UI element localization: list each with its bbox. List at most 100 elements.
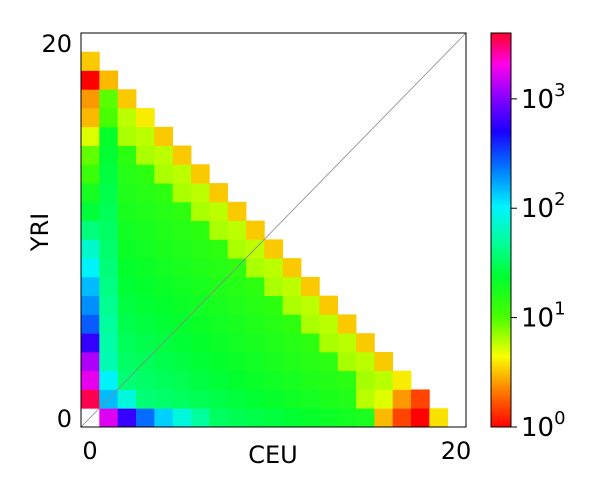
heatmap-cell-x7-y12 [209,183,229,203]
heatmap-cell-x0-y11 [81,201,100,222]
heatmap-cell-x18-y1 [411,389,430,409]
heatmap-cell-x6-y5 [191,314,210,334]
heatmap-cell-x3-y9 [136,239,155,259]
heatmap-cell-x1-y18 [99,70,119,90]
heatmap-cell-x12-y6 [301,295,320,315]
heatmap-cell-x0-y15 [81,126,100,146]
heatmap-cell-x14-y1 [337,389,357,409]
heatmap-cell-x3-y12 [136,183,155,203]
heatmap-cell-x2-y15 [117,126,137,146]
y-axis-label: YRI [26,213,54,252]
heatmap-cell-x3-y16 [136,108,155,128]
heatmap-cell-x16-y2 [374,370,394,390]
heatmap-cell-x12-y5 [301,314,320,334]
heatmap-cell-x8-y3 [227,351,247,372]
heatmap-cell-x10-y4 [264,333,284,353]
heatmap-cell-x8-y9 [227,239,247,259]
heatmap-cell-x0-y14 [81,145,100,165]
heatmap-cell-x7-y4 [209,333,229,353]
heatmap-cell-x5-y11 [172,201,192,222]
heatmap-cell-x6-y12 [191,183,210,203]
heatmap-cell-x8-y6 [227,295,247,315]
heatmap-cell-x6-y11 [191,201,210,222]
heatmap-cell-x5-y2 [172,370,192,390]
heatmap-cell-x5-y13 [172,164,192,184]
heatmap-cell-x7-y9 [209,239,229,259]
heatmap-cell-x3-y14 [136,145,155,165]
heatmap-cell-x2-y8 [117,258,137,278]
heatmap-cell-x3-y6 [136,295,155,315]
heatmap-cell-x4-y0 [154,408,174,428]
heatmap-cell-x0-y2 [81,370,100,390]
heatmap-cell-x6-y4 [191,333,210,353]
colorbar-tick-label-2: 102 [521,189,566,224]
heatmap-cell-x4-y6 [154,295,174,315]
heatmap-cell-x0-y7 [81,276,100,297]
heatmap-cell-x4-y8 [154,258,174,278]
heatmap-cell-x11-y8 [282,258,302,278]
heatmap-cell-x2-y0 [117,408,137,428]
heatmap-cell-x8-y4 [227,333,247,353]
heatmap-cell-x2-y9 [117,239,137,259]
heatmap-cell-x5-y1 [172,389,192,409]
heatmap-cell-x2-y4 [117,333,137,353]
heatmap-cell-x6-y10 [191,220,210,240]
heatmap-cell-x2-y11 [117,201,137,222]
heatmap-cell-x5-y14 [172,145,192,165]
heatmap-cell-x4-y1 [154,389,174,409]
heatmap-cell-x4-y11 [154,201,174,222]
heatmap-cell-x9-y2 [246,370,265,390]
heatmap-cell-x5-y6 [172,295,192,315]
heatmap-cell-x1-y17 [99,89,119,109]
heatmap-cell-x6-y3 [191,351,210,372]
heatmap-cell-x0-y16 [81,108,100,128]
heatmap-cell-x4-y5 [154,314,174,334]
heatmap-cell-x2-y17 [117,89,137,109]
heatmap-cell-x10-y5 [264,314,284,334]
heatmap-cell-x1-y2 [99,370,119,390]
plot-frame [80,32,467,428]
heatmap-cell-x3-y5 [136,314,155,334]
heatmap-cell-x12-y1 [301,389,320,409]
heatmap-cell-x15-y0 [356,408,375,428]
heatmap-cell-x0-y17 [81,89,100,109]
heatmap-cell-x10-y2 [264,370,284,390]
heatmap-cell-x7-y3 [209,351,229,372]
heatmap-cell-x0-y13 [81,164,100,184]
heatmap-cell-x11-y4 [282,333,302,353]
heatmap-cell-x3-y10 [136,220,155,240]
heatmap-cell-x4-y7 [154,276,174,297]
heatmap-cell-x7-y1 [209,389,229,409]
heatmap-cell-x2-y16 [117,108,137,128]
heatmap-cell-x17-y2 [392,370,412,390]
heatmap-cell-x0-y8 [81,258,100,278]
heatmap-cell-x16-y0 [374,408,394,428]
heatmap-cell-x2-y7 [117,276,137,297]
heatmap-cell-x8-y5 [227,314,247,334]
heatmap-cell-x8-y11 [227,201,247,222]
heatmap-cell-x4-y10 [154,220,174,240]
heatmap-cell-x16-y1 [374,389,394,409]
heatmap-cell-x0-y4 [81,333,100,353]
heatmap-cell-x6-y13 [191,164,210,184]
heatmap-cell-x10-y8 [264,258,284,278]
heatmap-cell-x5-y7 [172,276,192,297]
heatmap-cell-x14-y3 [337,351,357,372]
heatmap-cell-x6-y9 [191,239,210,259]
heatmap-cell-x7-y2 [209,370,229,390]
heatmap-cell-x1-y7 [99,276,119,297]
heatmap-cell-x11-y3 [282,351,302,372]
heatmap-cell-x0-y3 [81,351,100,372]
heatmap-cell-x0-y9 [81,239,100,259]
heatmap-cell-x9-y8 [246,258,265,278]
heatmap-cell-x2-y5 [117,314,137,334]
heatmap-cells [81,51,449,428]
heatmap-cell-x0-y6 [81,295,100,315]
heatmap-cell-x9-y5 [246,314,265,334]
heatmap-cell-x13-y0 [319,408,339,428]
heatmap-cell-x7-y10 [209,220,229,240]
colorbar-tick-label-0: 100 [521,408,566,443]
heatmap-cell-x19-y0 [429,408,449,428]
heatmap-cell-x11-y1 [282,389,302,409]
heatmap-cell-x2-y12 [117,183,137,203]
